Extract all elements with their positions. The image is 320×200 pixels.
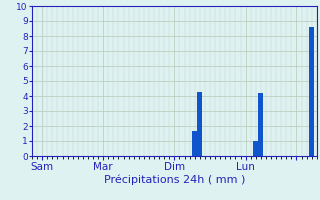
Bar — [197, 92, 202, 156]
Bar — [309, 27, 314, 156]
Bar — [192, 130, 197, 156]
Bar — [259, 93, 263, 156]
Bar — [253, 141, 258, 156]
X-axis label: Précipitations 24h ( mm ): Précipitations 24h ( mm ) — [104, 174, 245, 185]
